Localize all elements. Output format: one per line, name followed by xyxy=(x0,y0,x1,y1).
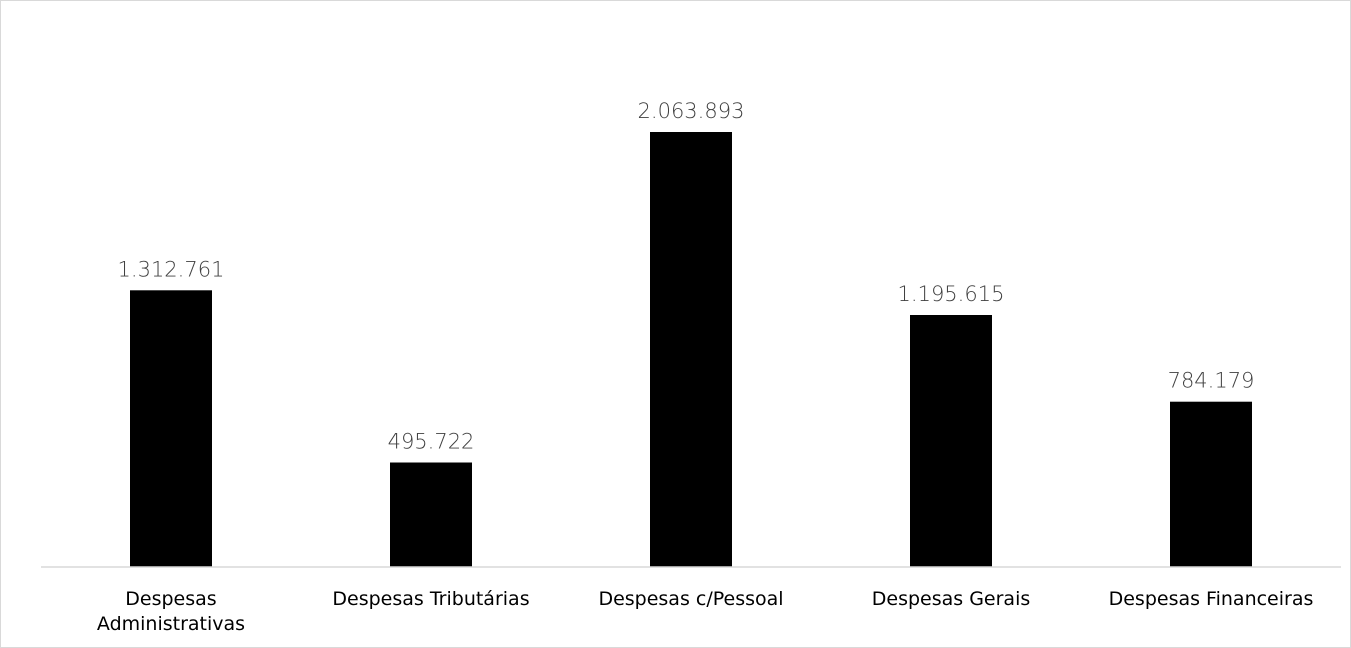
category-label-4: Despesas Financeiras xyxy=(1109,588,1314,610)
bar-2 xyxy=(650,132,732,567)
category-label-0: Despesas Administrativas xyxy=(97,588,245,635)
value-label-4: 784.179 xyxy=(1168,369,1255,393)
category-label-3-line-0: Despesas Gerais xyxy=(872,588,1031,610)
category-label-2: Despesas c/Pessoal xyxy=(598,588,783,610)
category-label-0-line-1: Administrativas xyxy=(97,613,245,635)
bar-3 xyxy=(910,315,992,567)
category-label-1-line-0: Despesas Tributárias xyxy=(332,588,529,610)
bars-group xyxy=(130,132,1252,567)
value-label-2: 2.063.893 xyxy=(638,99,745,123)
category-label-4-line-0: Despesas Financeiras xyxy=(1109,588,1314,610)
category-label-3: Despesas Gerais xyxy=(872,588,1031,610)
value-label-1: 495.722 xyxy=(388,430,475,454)
value-label-0: 1.312.761 xyxy=(118,257,225,281)
bar-4 xyxy=(1170,401,1252,567)
category-label-0-line-0: Despesas xyxy=(125,588,216,610)
bar-1 xyxy=(390,462,472,567)
category-label-1: Despesas Tributárias xyxy=(332,588,529,610)
value-labels-group: 1.312.761 495.722 2.063.893 1.195.615 784.17… xyxy=(118,99,1255,454)
category-labels-group: Despesas Administrativas Despesas Tributár… xyxy=(97,588,1313,635)
category-label-2-line-0: Despesas c/Pessoal xyxy=(598,588,783,610)
bar-0 xyxy=(130,290,212,567)
value-label-3: 1.195.615 xyxy=(898,282,1005,306)
